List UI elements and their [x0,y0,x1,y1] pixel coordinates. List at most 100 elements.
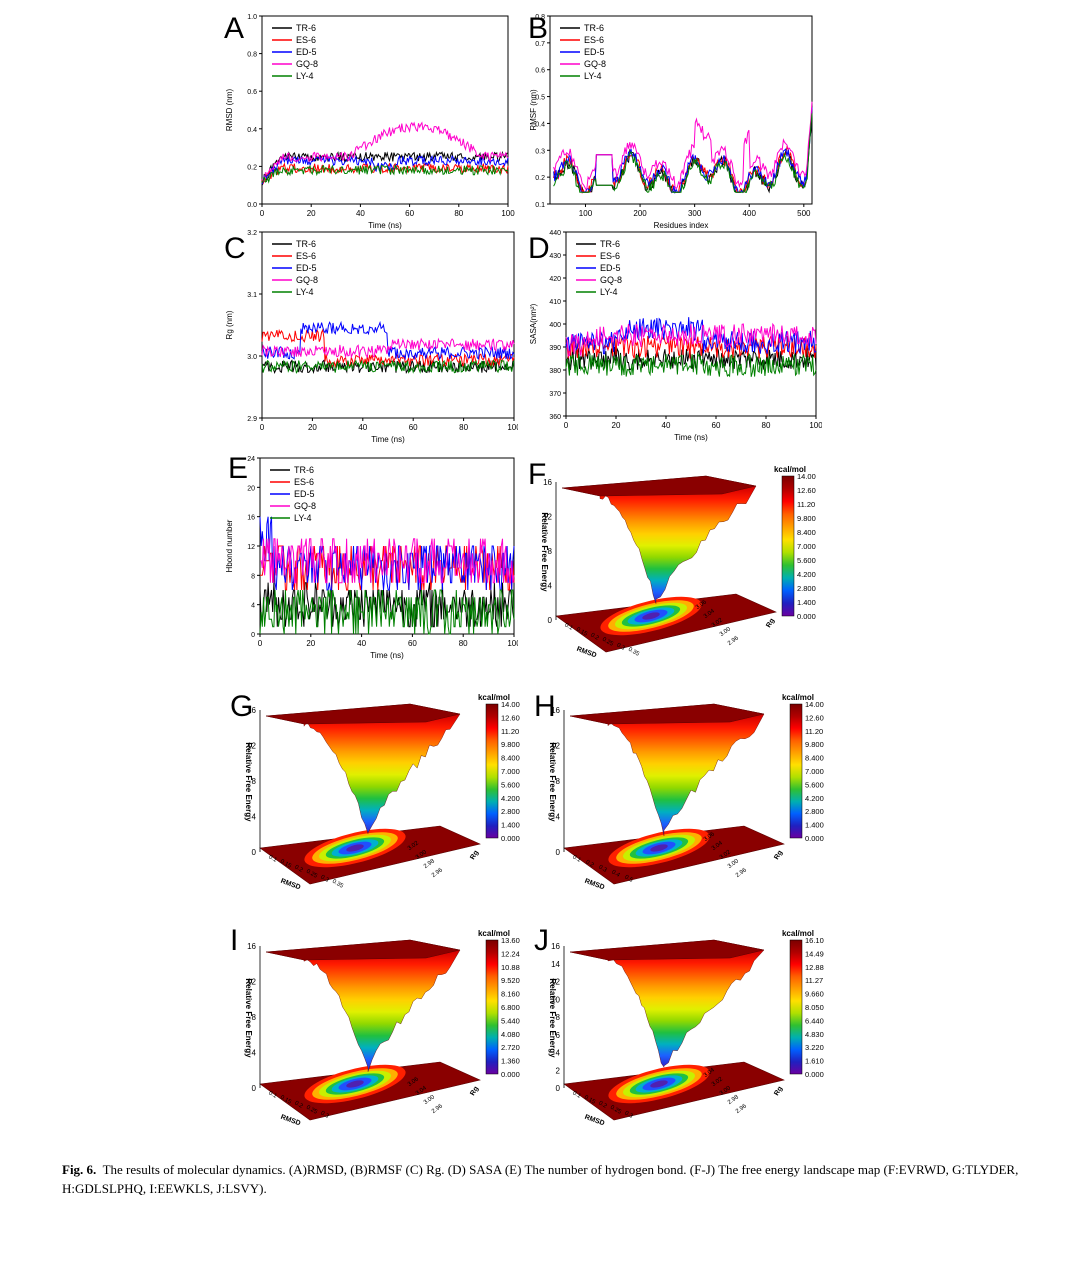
z-axis-label: Relative Free Energy [548,742,557,822]
panel-label-b: B [528,12,549,45]
color-scale-label: 14.00 [501,700,520,709]
y-tick-label: 370 [549,391,561,398]
z-tick-label: 10 [551,995,560,1004]
z-tick-label: 4 [556,1049,561,1058]
x-tick-label: 0 [260,423,265,432]
x-tick-label: 80 [459,639,468,648]
floor-contour-ring [650,1080,668,1088]
color-scale-label: 12.88 [805,963,824,972]
x-tick-label: 80 [454,209,463,218]
z-tick-label: 12 [543,513,552,522]
panel-h: 0 4 8 12 16 Relative Free Energy 0.1 0.2 0.3 0.4 0… [534,688,824,904]
y-tick-label: 3.1 [247,292,257,299]
panel-d: 360 370 380 390 400 410 420 430 440 0 20 40 60 80 100 T… [526,226,823,448]
y-tick-label: 400 [549,322,561,329]
y-tick-label: 2.96 [735,867,749,879]
x-tick-label: 100 [501,209,515,218]
y-tick-label: 0.4 [247,127,257,134]
color-scale-label: 10.88 [501,963,520,972]
y-tick-label: 3.02 [719,849,733,861]
legend-label-es-6: ES-6 [584,35,604,45]
panel-c: 2.9 3.0 3.1 3.2 0 20 40 60 80 100 Time (ns) Rg (nm)… [222,226,521,448]
x-tick-label: 40 [662,421,671,430]
legend-label-gq-8: GQ-8 [600,275,622,285]
x-tick-label: 100 [507,639,518,648]
x-tick-label: 40 [358,423,367,432]
y-tick-label: 0.1 [535,202,545,209]
panel-label-h: H [534,690,556,723]
z-axis-label: Relative Free Energy [244,742,253,822]
fel-chart-i: 0 4 8 12 16 Relative Free Energy 0.1 0.15 0.2 0.2… [244,929,520,1128]
x-axis-label: RMSD [280,1114,302,1128]
z-tick-label: 16 [247,706,256,715]
series-line-c-es-6 [261,328,515,369]
y-tick-label: 380 [549,368,561,375]
panel-label-e: E [228,452,249,485]
y-tick-label: 440 [549,230,561,237]
z-tick-label: 6 [556,1031,561,1040]
floor-contour-ring [650,844,668,852]
x-tick-label: 40 [356,209,365,218]
series-line-b-ly-4 [553,113,813,193]
y-tick-label: 3.00 [423,1094,437,1106]
y-tick-label: 8 [251,573,255,580]
legend-label-gq-8: GQ-8 [584,59,606,69]
x-tick-label: 0.3 [623,1110,634,1120]
color-scale-label: 1.400 [797,598,816,607]
color-scale-label: 14.49 [805,949,824,958]
y-axis-label: Hbond number [225,519,234,572]
color-scale-label: 1.400 [805,821,824,830]
y-tick-label: 0.0 [247,202,257,209]
legend-label-tr-6: TR-6 [294,465,314,475]
color-scale-unit: kcal/mol [478,929,510,938]
x-tick-label: 100 [809,421,822,430]
x-axis-label: RMSD [576,646,598,660]
y-tick-label: 3.02 [711,1076,725,1088]
z-tick-label: 14 [551,960,560,969]
y-tick-label: 0.6 [535,68,545,75]
x-tick-label: 0 [258,639,263,648]
color-scale-label: 11.20 [797,500,815,509]
y-tick-label: 420 [549,276,561,283]
series-line-d-tr-6 [565,346,817,371]
panel-label-j: J [534,924,549,957]
rmsd-chart: 0.0 0.2 0.4 0.6 0.8 1.0 0 20 40 60 80 100 Time (ns) R… [225,14,515,230]
color-scale-label: 12.60 [797,486,816,495]
x-axis-label: Time (ns) [368,221,402,230]
plot-frame-c [261,231,515,419]
z-axis-label: Relative Free Energy [244,978,253,1058]
x-tick-label: 60 [408,639,417,648]
x-tick-label: 0.1 [563,622,574,632]
y-axis-label: Rg [765,617,776,629]
z-tick-label: 16 [551,706,560,715]
x-tick-label: 40 [357,639,366,648]
series-line-d-gq-8 [565,322,817,357]
rmsf-chart: 0.1 0.2 0.3 0.4 0.5 0.6 0.7 0.8 100 200 300 400 500 R… [529,14,813,230]
x-tick-label: 0.3 [597,864,608,874]
x-tick-label: 0.2 [584,859,595,869]
y-tick-label: 3.00 [727,858,741,870]
x-tick-label: 0.1 [571,1090,582,1100]
legend-label-es-6: ES-6 [294,477,314,487]
legend-label-ed-5: ED-5 [296,263,317,273]
y-tick-label: 20 [247,485,255,492]
z-tick-label: 12 [247,742,256,751]
y-axis-label: Rg [773,849,784,861]
color-scale-label: 0.000 [805,1070,824,1079]
color-scale-label: 0.000 [805,834,824,843]
y-tick-label: 3.00 [415,849,429,861]
floor-contour-ring [642,612,660,620]
fel-chart-f: 0 4 8 12 16 Relative Free Energy 0.1 0.15 0.2 0.2… [540,465,816,660]
legend-label-ly-4: LY-4 [296,287,314,297]
y-tick-label: 3.04 [415,1085,429,1097]
surface-plateau [569,939,765,961]
z-tick-label: 12 [247,978,256,987]
color-scale-unit: kcal/mol [782,929,814,938]
color-scale-label: 4.200 [797,570,816,579]
legend-label-tr-6: TR-6 [600,239,620,249]
x-tick-label: 300 [688,209,702,218]
panel-f: 0 4 8 12 16 Relative Free Energy 0.1 0.15 0.2 0.2… [526,458,816,668]
y-tick-label: 2.96 [431,1103,445,1115]
panel-label-g: G [230,690,254,723]
